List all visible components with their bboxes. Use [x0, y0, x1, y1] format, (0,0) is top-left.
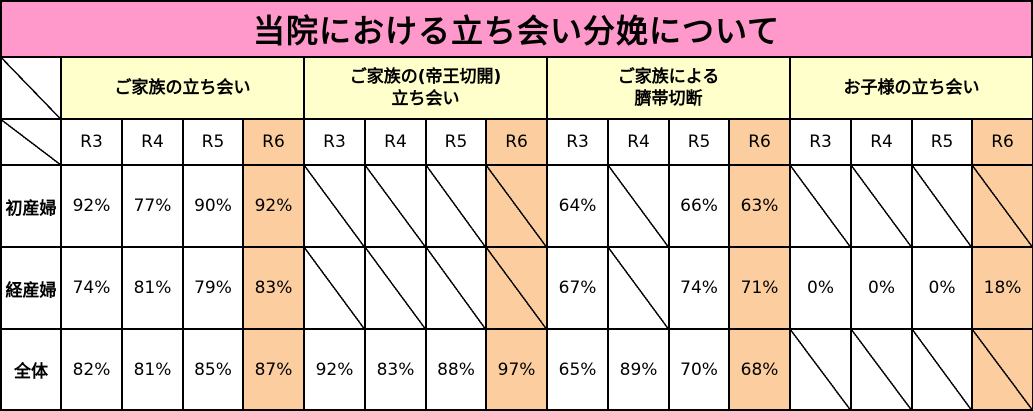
na-cell	[789, 164, 853, 248]
value-cell: 63%	[728, 164, 792, 248]
value-cell: 74%	[60, 246, 123, 330]
value-cell: 92%	[242, 164, 305, 248]
group-header-line1: お子様の立ち会い	[843, 78, 980, 98]
value-cell: 71%	[728, 246, 792, 330]
value-cell: 70%	[668, 328, 731, 411]
table-row: 初産婦 92% 77% 90% 92% 64% 66% 63%	[0, 164, 1033, 248]
na-cell	[850, 328, 914, 411]
value-cell: 79%	[182, 246, 244, 330]
value-cell: 89%	[607, 328, 671, 411]
value-cell: 90%	[182, 164, 244, 248]
year-header-cell: R3	[60, 118, 123, 166]
na-cell	[911, 328, 974, 411]
group-header-line1: ご家族による	[617, 67, 720, 87]
table-row: 経産婦 74% 81% 79% 83% 67% 74% 71% 0% 0% 0% 18%	[0, 246, 1033, 330]
group-header-cesarean: ご家族の(帝王切開) 立ち会い	[302, 56, 549, 120]
value-cell: 92%	[303, 328, 366, 411]
group-header-line2: 立ち会い	[391, 89, 460, 109]
table-row: 全体 82% 81% 85% 87% 92% 83% 88% 97% 65% 89% 70% 68%	[0, 328, 1033, 411]
year-header-cell: R4	[850, 118, 914, 166]
corner-cell	[0, 118, 62, 166]
year-header-cell: R5	[425, 118, 487, 166]
row-label: 経産婦	[0, 246, 62, 330]
year-header-cell: R3	[789, 118, 853, 166]
value-cell: 81%	[121, 328, 184, 411]
value-cell: 0%	[911, 246, 974, 330]
year-header-cell: R4	[364, 118, 427, 166]
value-cell: 92%	[60, 164, 123, 248]
year-header-cell: R5	[911, 118, 974, 166]
year-header-cell: R6	[971, 118, 1033, 166]
value-cell: 83%	[364, 328, 427, 411]
group-header-line1: ご家族の立ち会い	[114, 78, 251, 98]
na-cell	[364, 164, 427, 248]
group-header-cord-cutting: ご家族による 臍帯切断	[546, 56, 792, 120]
value-cell: 0%	[789, 246, 853, 330]
year-header-cell: R3	[546, 118, 610, 166]
value-cell: 68%	[728, 328, 792, 411]
year-header-cell: R6	[242, 118, 305, 166]
year-header-cell: R6	[484, 118, 549, 166]
na-cell	[484, 164, 549, 248]
value-cell: 82%	[60, 328, 123, 411]
year-header-cell: R3	[303, 118, 366, 166]
value-cell: 65%	[546, 328, 610, 411]
na-cell	[607, 246, 671, 330]
group-header-row: ご家族の立ち会い ご家族の(帝王切開) 立ち会い ご家族による 臍帯切断 お子様の立…	[0, 56, 1033, 120]
na-cell	[607, 164, 671, 248]
value-cell: 74%	[668, 246, 731, 330]
value-cell: 97%	[484, 328, 549, 411]
year-header-cell: R4	[121, 118, 184, 166]
na-cell	[364, 246, 427, 330]
year-header-cell: R6	[728, 118, 792, 166]
year-header-cell: R5	[668, 118, 731, 166]
na-cell	[911, 164, 974, 248]
group-header-family: ご家族の立ち会い	[60, 56, 305, 120]
year-header-cell: R4	[607, 118, 671, 166]
na-cell	[425, 164, 487, 248]
value-cell: 87%	[242, 328, 305, 411]
row-label: 全体	[0, 328, 62, 411]
value-cell: 88%	[425, 328, 487, 411]
year-header-row: R3 R4 R5 R6 R3 R4 R5 R6 R3 R4 R5 R6 R3 R4 R5 R6	[0, 118, 1033, 166]
group-header-line1: ご家族の(帝王切開)	[349, 67, 502, 87]
value-cell: 77%	[121, 164, 184, 248]
na-cell	[484, 246, 549, 330]
value-cell: 81%	[121, 246, 184, 330]
value-cell: 64%	[546, 164, 610, 248]
corner-cell	[0, 56, 62, 120]
value-cell: 18%	[971, 246, 1033, 330]
na-cell	[303, 164, 366, 248]
value-cell: 0%	[850, 246, 914, 330]
value-cell: 66%	[668, 164, 731, 248]
na-cell	[971, 328, 1033, 411]
year-header-cell: R5	[182, 118, 244, 166]
stats-table: ご家族の立ち会い ご家族の(帝王切開) 立ち会い ご家族による 臍帯切断 お子様の立…	[0, 56, 1033, 411]
na-cell	[789, 328, 853, 411]
row-label: 初産婦	[0, 164, 62, 248]
value-cell: 85%	[182, 328, 244, 411]
value-cell: 67%	[546, 246, 610, 330]
group-header-children: お子様の立ち会い	[789, 56, 1033, 120]
na-cell	[425, 246, 487, 330]
group-header-line2: 臍帯切断	[634, 89, 703, 109]
page-title: 当院における立ち会い分娩について	[0, 0, 1033, 58]
value-cell: 83%	[242, 246, 305, 330]
na-cell	[850, 164, 914, 248]
na-cell	[303, 246, 366, 330]
na-cell	[971, 164, 1033, 248]
